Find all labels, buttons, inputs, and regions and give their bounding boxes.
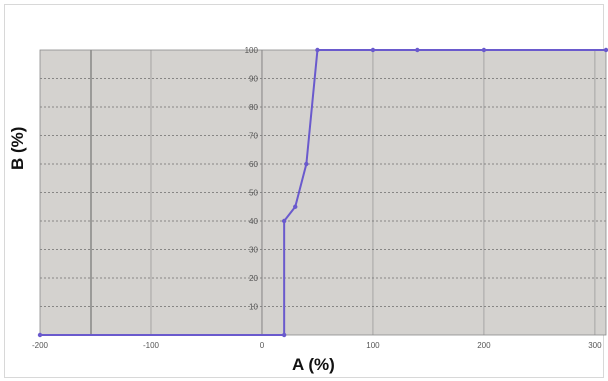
data-point <box>304 161 309 167</box>
x-tick-label: 200 <box>477 341 491 350</box>
data-point <box>415 47 420 53</box>
y-tick-label: 100 <box>245 46 259 55</box>
tick-labels: -200 -100 0 100 200 300 10 20 30 40 50 60 70 80 90 100 <box>32 46 602 350</box>
x-axis-label: A (%) <box>292 355 335 374</box>
data-point <box>281 332 287 338</box>
series-line <box>40 49 606 336</box>
y-tick-label: 80 <box>249 103 258 112</box>
series-points <box>37 47 608 338</box>
data-point <box>603 47 608 53</box>
data-point <box>293 204 298 209</box>
x-tick-label: -100 <box>143 341 160 350</box>
plot-area <box>40 50 606 335</box>
x-tick-label: 300 <box>588 341 602 350</box>
y-tick-label: 90 <box>249 75 258 84</box>
y-tick-label: 40 <box>249 217 258 226</box>
x-tick-label: 100 <box>366 341 380 350</box>
data-point <box>281 218 287 224</box>
data-point <box>370 47 376 53</box>
data-point <box>481 47 487 53</box>
y-tick-label: 70 <box>249 132 258 141</box>
y-axis-label: B (%) <box>8 126 27 170</box>
x-tick-label: -200 <box>32 341 49 350</box>
data-point <box>37 332 43 338</box>
y-tick-label: 50 <box>249 189 258 198</box>
x-tick-label: 0 <box>260 341 265 350</box>
series-lines <box>40 49 606 336</box>
y-tick-label: 20 <box>249 274 258 283</box>
y-tick-label: 10 <box>249 303 258 312</box>
data-point <box>315 47 320 53</box>
y-tick-label: 60 <box>249 160 258 169</box>
grid-lines <box>39 49 607 336</box>
y-tick-label: 30 <box>249 246 258 255</box>
